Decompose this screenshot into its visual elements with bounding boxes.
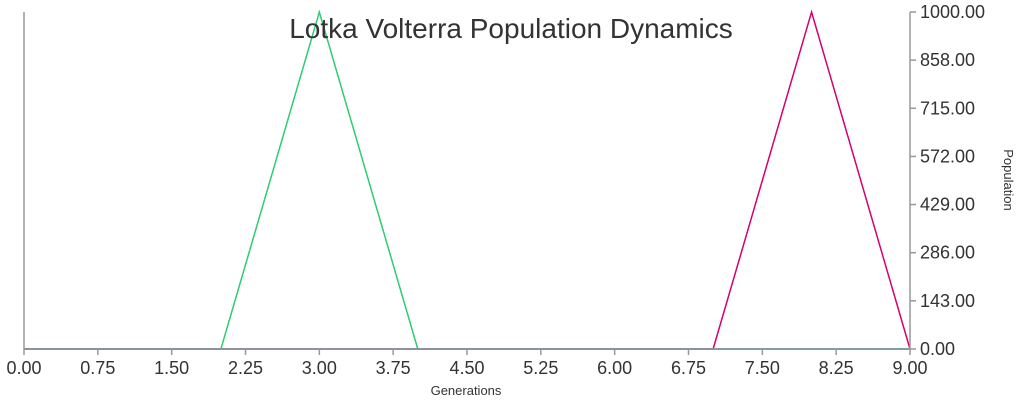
series-line-2 — [24, 9, 910, 350]
y-tick-label: 572.00 — [920, 146, 975, 166]
x-tick-label: 8.25 — [819, 358, 854, 378]
chart-title: Lotka Volterra Population Dynamics — [289, 13, 733, 44]
y-tick-label: 143.00 — [920, 291, 975, 311]
y-tick-label: 0.00 — [920, 339, 955, 359]
series-layer — [24, 9, 911, 350]
y-tick-label: 858.00 — [920, 50, 975, 70]
y-ticks: 0.00 143.00 286.00 429.00 572.00 715.00 858.00… — [910, 2, 985, 359]
x-tick-label: 6.75 — [671, 358, 706, 378]
y-tick-label: 286.00 — [920, 243, 975, 263]
x-tick-label: 4.50 — [449, 358, 484, 378]
x-axis-label: Generations — [431, 383, 502, 398]
y-tick-label: 1000.00 — [920, 2, 985, 22]
x-tick-label: 2.25 — [228, 358, 263, 378]
y-tick-label: 715.00 — [920, 98, 975, 118]
x-tick-label: 9.00 — [892, 358, 927, 378]
x-tick-label: 3.75 — [376, 358, 411, 378]
series-line-3 — [24, 9, 911, 350]
y-axis-label: Population — [1001, 149, 1016, 210]
x-tick-label: 0.00 — [6, 358, 41, 378]
x-tick-label: 6.00 — [597, 358, 632, 378]
x-tick-label: 3.00 — [302, 358, 337, 378]
x-tick-label: 0.75 — [80, 358, 115, 378]
y-tick-label: 429.00 — [920, 195, 975, 215]
x-ticks: 0.00 0.75 1.50 2.25 3.00 3.75 4.50 5.25 6.00 6.75… — [6, 349, 928, 378]
x-tick-label: 5.25 — [523, 358, 558, 378]
x-tick-label: 1.50 — [154, 358, 189, 378]
x-tick-label: 7.50 — [745, 358, 780, 378]
